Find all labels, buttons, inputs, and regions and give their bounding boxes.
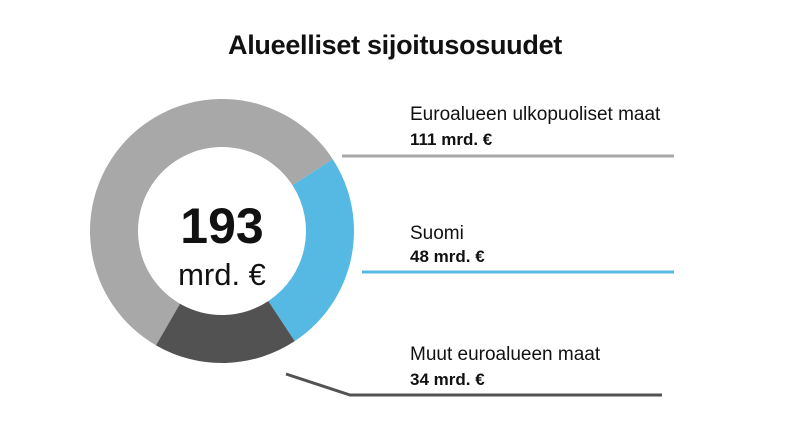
legend-label-finland: Suomi xyxy=(410,223,464,244)
leader-lines xyxy=(285,154,674,397)
legend-value-finland: 48 mrd. € xyxy=(410,247,485,266)
slice-other-euro xyxy=(156,301,295,363)
legend-label-other-euro: Muut euroalueen maat xyxy=(410,344,601,365)
chart-title: Alueelliset sijoitusosuudet xyxy=(228,30,562,60)
total-value: 193 xyxy=(180,198,264,254)
slice-finland xyxy=(268,159,355,342)
slice-outside-euro xyxy=(90,99,333,346)
legend-value-outside-euro: 111 mrd. € xyxy=(410,130,493,149)
total-unit: mrd. € xyxy=(178,257,266,292)
donut-slices xyxy=(90,99,355,363)
legend-value-other-euro: 34 mrd. € xyxy=(410,370,485,389)
legend-label-outside-euro: Euroalueen ulkopuoliset maat xyxy=(410,104,661,125)
leader-line-other-euro xyxy=(285,372,662,397)
